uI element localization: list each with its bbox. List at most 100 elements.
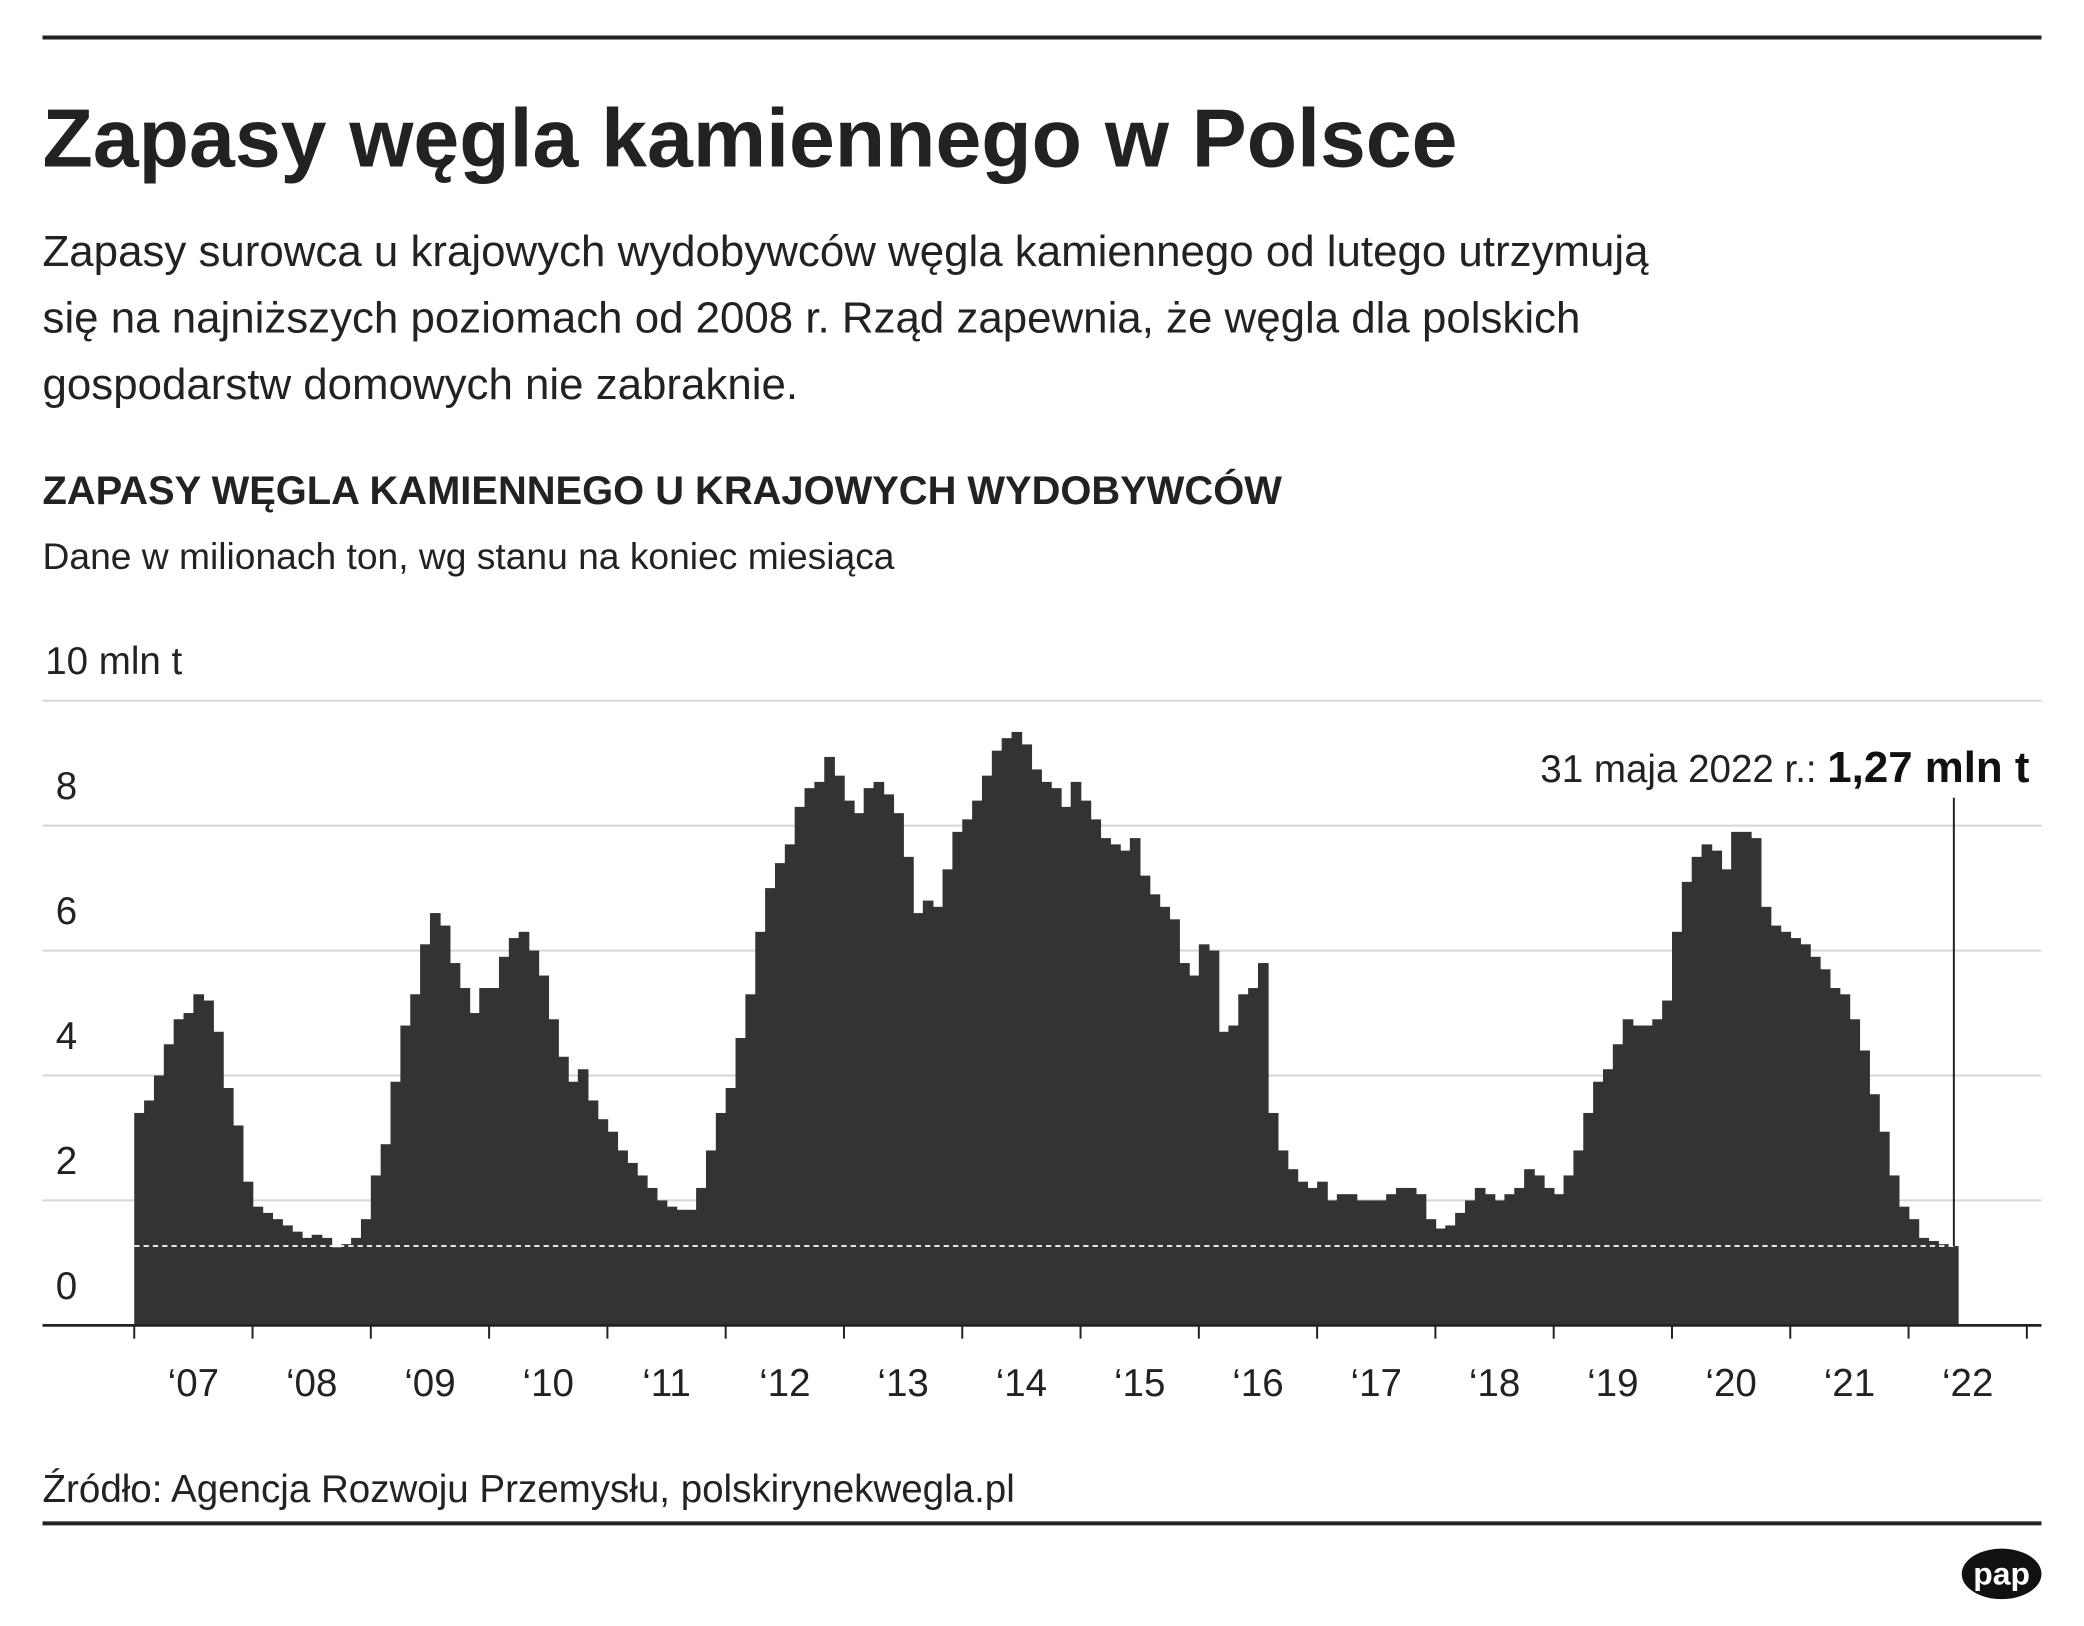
bar <box>1878 1131 1890 1326</box>
bar <box>1297 1181 1309 1326</box>
bar <box>1110 844 1121 1326</box>
logo: pap <box>1973 1556 2030 1592</box>
x-tick-label: ‘16 <box>1232 1362 1283 1405</box>
bar <box>1533 1175 1545 1326</box>
y-tick-label: 6 <box>56 890 77 933</box>
bar <box>1031 769 1042 1326</box>
bar <box>558 1056 569 1326</box>
bar <box>1366 1200 1378 1326</box>
bar <box>725 1087 737 1326</box>
bar <box>1149 894 1161 1326</box>
bar <box>508 938 520 1326</box>
bar <box>1563 1175 1575 1326</box>
bar <box>1760 906 1772 1326</box>
bar <box>903 856 914 1326</box>
bar <box>1336 1194 1348 1326</box>
bar <box>1445 1225 1456 1326</box>
bar <box>538 975 550 1326</box>
bar <box>1001 738 1013 1326</box>
bar <box>1080 800 1092 1326</box>
bar <box>390 1081 402 1326</box>
bar <box>755 931 766 1326</box>
bar <box>1573 1150 1585 1326</box>
bar <box>863 788 875 1326</box>
bar <box>1159 906 1171 1326</box>
bar <box>360 1219 372 1326</box>
bar <box>1425 1219 1437 1326</box>
bar <box>834 775 845 1326</box>
bar <box>932 906 944 1326</box>
bar <box>893 813 904 1326</box>
bar <box>774 863 786 1326</box>
bar <box>981 775 993 1326</box>
bar <box>1740 831 1752 1326</box>
bar <box>1257 963 1269 1326</box>
bar <box>1681 881 1693 1326</box>
subtitle: Dane w milionach ton, wg stanu na koniec… <box>43 535 895 577</box>
bar <box>252 1206 264 1326</box>
bar <box>1386 1194 1397 1326</box>
bar <box>1188 975 1200 1326</box>
bar <box>1060 806 1072 1326</box>
x-tick-label: ‘07 <box>168 1362 219 1405</box>
bar <box>193 994 205 1326</box>
bar <box>1208 950 1220 1326</box>
bar <box>173 1019 185 1326</box>
bar <box>144 1100 155 1326</box>
bar <box>597 1119 609 1326</box>
bar <box>735 1038 747 1326</box>
bar <box>469 1013 481 1326</box>
bar <box>1691 856 1703 1326</box>
x-tick-label: ‘09 <box>404 1362 455 1405</box>
x-tick-label: ‘17 <box>1351 1362 1402 1405</box>
bar <box>873 781 885 1326</box>
bar <box>1198 944 1210 1326</box>
bar <box>1524 1169 1535 1326</box>
bar <box>1139 875 1151 1326</box>
x-tick-label: ‘22 <box>1942 1362 1993 1405</box>
y-tick-label: 10 mln t <box>45 640 182 683</box>
bar <box>429 913 441 1326</box>
bar <box>627 1162 638 1326</box>
bar <box>1809 956 1821 1326</box>
bar <box>518 931 530 1326</box>
bar <box>952 831 964 1326</box>
bar <box>1484 1194 1496 1326</box>
description: gospodarstw domowych nie zabraknie. <box>43 360 799 409</box>
y-tick-label: 4 <box>56 1015 77 1058</box>
bar <box>232 1125 244 1326</box>
bar <box>1947 1246 1959 1326</box>
bar <box>1918 1237 1930 1326</box>
bar <box>1474 1187 1486 1326</box>
bar <box>479 988 490 1326</box>
bar <box>1090 819 1102 1326</box>
bar <box>1652 1019 1663 1326</box>
bar <box>1248 988 1259 1326</box>
bar <box>567 1081 579 1326</box>
bar <box>1662 1000 1673 1326</box>
bar <box>765 888 776 1326</box>
bar <box>203 1000 214 1326</box>
bar <box>548 1019 559 1326</box>
description: Zapasy surowca u krajowych wydobywców wę… <box>43 227 1650 276</box>
bar <box>715 1112 727 1326</box>
bar <box>449 963 461 1326</box>
bar <box>646 1187 658 1326</box>
bar <box>666 1206 678 1326</box>
bar <box>311 1234 323 1326</box>
bar <box>1800 944 1811 1326</box>
bar <box>1464 1200 1476 1326</box>
bar <box>163 1044 175 1326</box>
bar <box>1070 781 1082 1326</box>
bar <box>1780 931 1792 1326</box>
bar <box>1119 850 1131 1326</box>
bar <box>301 1237 313 1326</box>
annotation: 31 maja 2022 r.: 1,27 mln t <box>1540 743 2030 792</box>
bar <box>1593 1081 1604 1326</box>
bar <box>1267 1112 1279 1326</box>
bar <box>1021 744 1033 1326</box>
bar <box>745 994 757 1326</box>
bar <box>1819 969 1831 1326</box>
bar <box>1711 850 1723 1326</box>
bar <box>814 781 826 1326</box>
